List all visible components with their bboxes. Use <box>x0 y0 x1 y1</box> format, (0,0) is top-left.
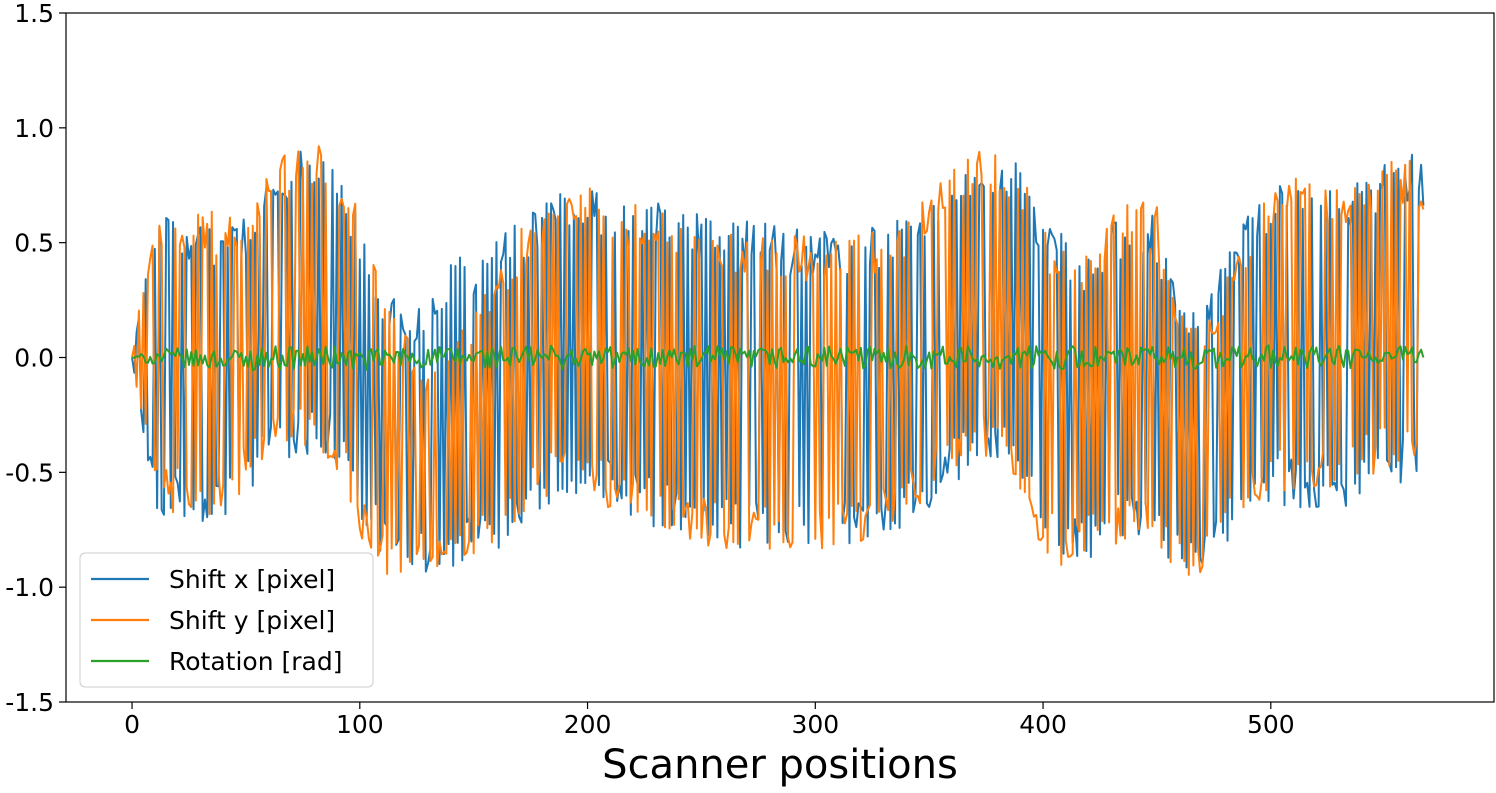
y-tick-label: 1.5 <box>14 0 54 28</box>
legend-label-rotation-rad: Rotation [rad] <box>169 647 342 676</box>
series-line-shift-y-pixel <box>131 145 1425 576</box>
y-tick-label: -0.5 <box>5 458 54 487</box>
y-tick-label: -1.5 <box>5 688 54 717</box>
series-layer <box>131 145 1425 576</box>
x-tick-label: 500 <box>1247 710 1295 739</box>
x-axis-title: Scanner positions <box>602 742 958 788</box>
y-axis-ticks: -1.5 -1.0 -0.5 0.0 0.5 1.0 1.5 <box>5 0 66 717</box>
y-tick-label: 0.0 <box>14 344 54 373</box>
x-tick-label: 300 <box>791 710 839 739</box>
legend-frame <box>79 552 374 688</box>
x-tick-label: 200 <box>564 710 612 739</box>
y-tick-label: 0.5 <box>14 229 54 258</box>
y-tick-label: -1.0 <box>5 573 54 602</box>
legend-label-shift-x-pixel: Shift x [pixel] <box>169 565 335 594</box>
x-tick-label: 0 <box>124 710 140 739</box>
legend: Shift x [pixel] Shift y [pixel] Rotation [… <box>79 552 374 688</box>
legend-label-shift-y-pixel: Shift y [pixel] <box>169 606 335 635</box>
y-tick-label: 1.0 <box>14 114 54 143</box>
x-axis-ticks: 0 100 200 300 400 500 <box>124 702 1295 739</box>
x-tick-label: 400 <box>1019 710 1067 739</box>
x-tick-label: 100 <box>336 710 384 739</box>
series-line-rotation-rad <box>131 344 1425 372</box>
